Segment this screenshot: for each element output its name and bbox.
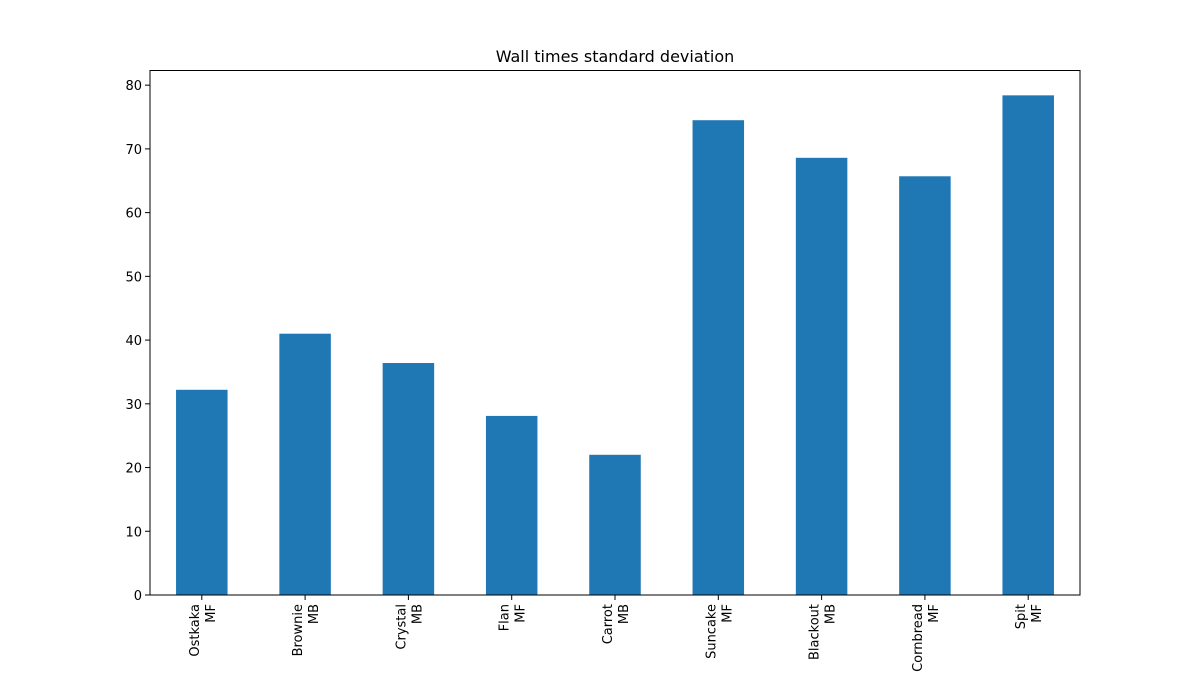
x-tick-label-line: MB <box>617 604 632 624</box>
x-tick-label-line: MB <box>824 604 839 624</box>
x-tick-label: Brownie MB <box>291 604 322 656</box>
y-tick-label: 50 <box>125 270 142 285</box>
x-tick-label: Suncake MF <box>704 604 735 659</box>
bar <box>485 415 538 595</box>
bar <box>795 157 848 595</box>
x-tick-label: Flan MF <box>498 604 529 631</box>
x-tick-label-line: MF <box>927 604 942 623</box>
bar <box>589 454 641 595</box>
y-tick-label: 40 <box>125 334 142 349</box>
x-tick-label-line: MF <box>1030 604 1045 623</box>
bar <box>382 363 435 595</box>
x-tick-label-line: Blackout <box>808 604 823 660</box>
x-tick-label: Crystal MB <box>394 604 425 650</box>
x-tick-label: Blackout MB <box>808 604 839 660</box>
x-tick-label: Carrot MB <box>601 604 632 644</box>
bar <box>279 333 331 595</box>
x-axis: Ostkaka MF Brownie MB Crystal MB Flan MF Carrot M… <box>188 595 1045 672</box>
x-tick-label-line: Flan <box>498 604 513 631</box>
bar <box>1002 95 1054 595</box>
y-tick-label: 20 <box>125 462 142 477</box>
x-tick-label-line: Crystal <box>394 604 409 650</box>
x-tick-label-line: MF <box>204 604 219 623</box>
y-tick-label: 30 <box>125 398 142 413</box>
x-tick-label-line: Ostkaka <box>188 604 203 657</box>
bar <box>692 120 745 596</box>
y-tick-label: 0 <box>134 589 142 604</box>
bar <box>176 389 228 595</box>
x-tick-label: Cornbread MF <box>911 604 942 672</box>
x-tick-label-line: Cornbread <box>911 604 926 672</box>
x-tick-label: Ostkaka MF <box>188 604 219 657</box>
x-tick-label-line: Suncake <box>704 604 719 659</box>
x-tick-label: Spit MF <box>1014 604 1045 629</box>
y-tick-label: 10 <box>125 525 142 540</box>
x-tick-label-line: MB <box>410 604 425 624</box>
y-tick-label: 70 <box>125 143 142 158</box>
plot-frame <box>149 70 1081 596</box>
chart-title: Wall times standard deviation <box>496 47 735 66</box>
x-tick-label-line: MB <box>307 604 322 624</box>
x-tick-label-line: Spit <box>1014 604 1029 629</box>
x-tick-label-line: Brownie <box>291 604 306 656</box>
x-tick-label-line: Carrot <box>601 604 616 644</box>
bar <box>899 176 951 595</box>
y-axis: 0 10 20 30 40 50 60 70 80 <box>125 79 150 604</box>
bar-series <box>176 95 1054 596</box>
y-tick-label: 80 <box>125 79 142 94</box>
x-tick-label-line: MF <box>514 604 529 623</box>
x-tick-label-line: MF <box>720 604 735 623</box>
y-tick-label: 60 <box>125 207 142 222</box>
